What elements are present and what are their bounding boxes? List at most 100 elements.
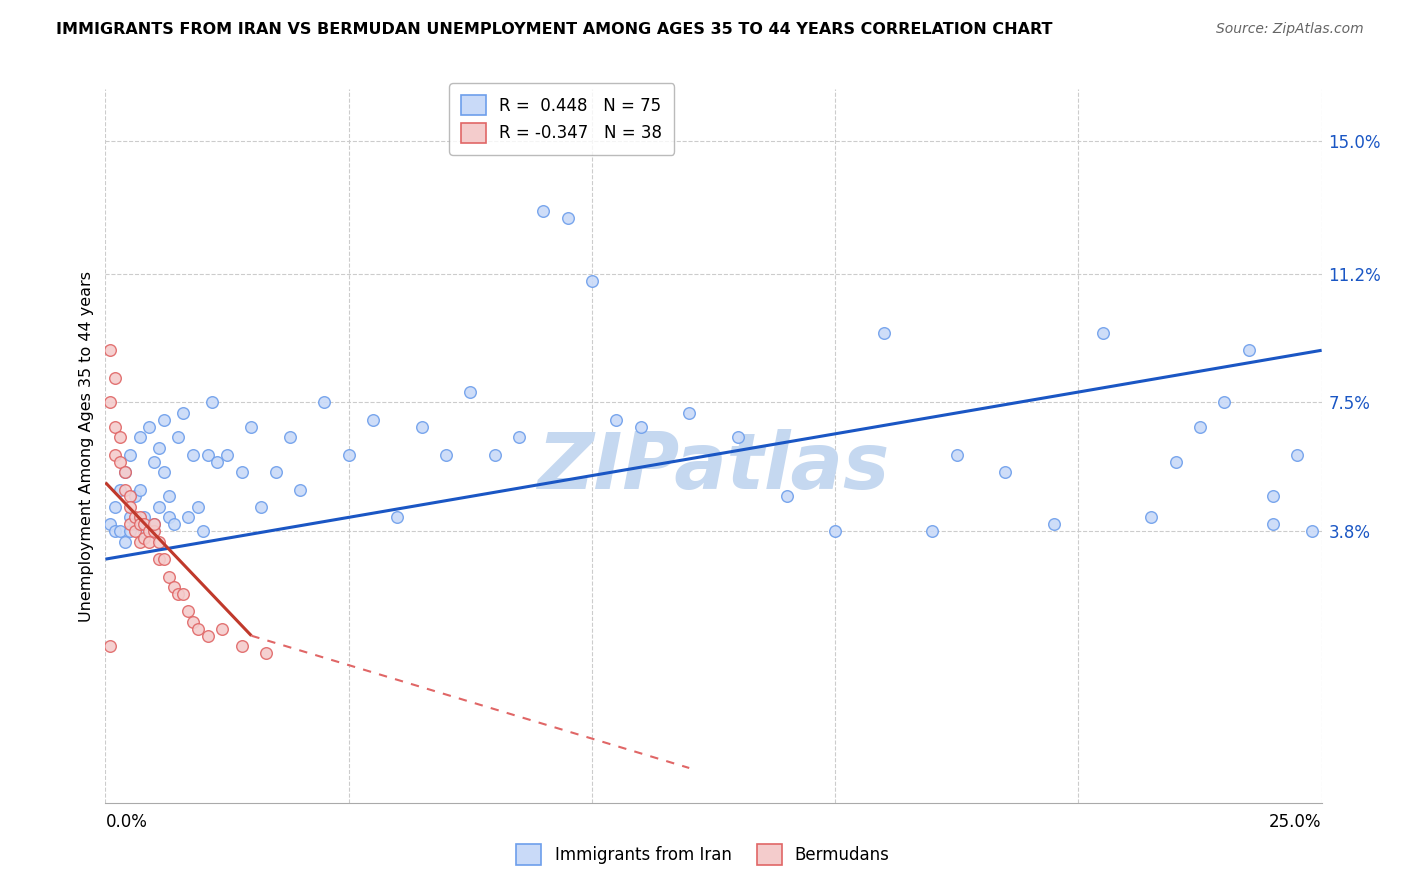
Point bbox=[1164, 455, 1187, 469]
Text: 25.0%: 25.0% bbox=[1270, 814, 1322, 831]
Point bbox=[153, 552, 176, 566]
Point bbox=[921, 524, 943, 539]
Point bbox=[250, 500, 273, 514]
Point bbox=[148, 441, 170, 455]
Point bbox=[114, 483, 136, 497]
Text: IMMIGRANTS FROM IRAN VS BERMUDAN UNEMPLOYMENT AMONG AGES 35 TO 44 YEARS CORRELAT: IMMIGRANTS FROM IRAN VS BERMUDAN UNEMPLO… bbox=[56, 22, 1053, 37]
Point bbox=[128, 517, 150, 532]
Point bbox=[157, 569, 180, 583]
Point bbox=[124, 524, 146, 539]
Point bbox=[1043, 517, 1066, 532]
Point bbox=[138, 420, 160, 434]
Point bbox=[134, 510, 156, 524]
Text: Source: ZipAtlas.com: Source: ZipAtlas.com bbox=[1216, 22, 1364, 37]
Point bbox=[98, 639, 121, 653]
Point bbox=[138, 524, 160, 539]
Point bbox=[945, 448, 967, 462]
Legend: R =  0.448   N = 75, R = -0.347   N = 38: R = 0.448 N = 75, R = -0.347 N = 38 bbox=[449, 83, 673, 154]
Point bbox=[531, 204, 554, 219]
Point bbox=[114, 465, 136, 479]
Text: 0.0%: 0.0% bbox=[105, 814, 148, 831]
Point bbox=[104, 500, 127, 514]
Point bbox=[197, 448, 219, 462]
Point bbox=[187, 500, 209, 514]
Point bbox=[1301, 524, 1323, 539]
Point bbox=[167, 587, 190, 601]
Point bbox=[177, 510, 200, 524]
Point bbox=[118, 510, 141, 524]
Point bbox=[873, 326, 896, 340]
Point bbox=[1261, 490, 1284, 504]
Point bbox=[118, 490, 141, 504]
Point bbox=[177, 604, 200, 618]
Point bbox=[128, 510, 150, 524]
Point bbox=[775, 490, 797, 504]
Point bbox=[118, 500, 141, 514]
Point bbox=[104, 420, 127, 434]
Point bbox=[824, 524, 846, 539]
Point bbox=[143, 524, 166, 539]
Point bbox=[211, 622, 233, 636]
Point bbox=[104, 524, 127, 539]
Point bbox=[124, 517, 146, 532]
Text: ZIPatlas: ZIPatlas bbox=[537, 429, 890, 506]
Point bbox=[118, 448, 141, 462]
Point bbox=[181, 448, 204, 462]
Point bbox=[187, 622, 209, 636]
Point bbox=[108, 430, 131, 444]
Point bbox=[278, 430, 301, 444]
Point bbox=[557, 211, 579, 225]
Point bbox=[337, 448, 360, 462]
Point bbox=[128, 483, 150, 497]
Point bbox=[108, 455, 131, 469]
Point bbox=[411, 420, 433, 434]
Point bbox=[98, 517, 121, 532]
Point bbox=[108, 524, 131, 539]
Point bbox=[605, 413, 627, 427]
Point bbox=[201, 395, 224, 409]
Point bbox=[138, 534, 160, 549]
Point bbox=[484, 448, 506, 462]
Legend: Immigrants from Iran, Bermudans: Immigrants from Iran, Bermudans bbox=[506, 834, 900, 875]
Point bbox=[157, 490, 180, 504]
Point bbox=[148, 534, 170, 549]
Point bbox=[172, 406, 194, 420]
Point bbox=[143, 517, 166, 532]
Point bbox=[207, 455, 229, 469]
Point bbox=[98, 343, 121, 358]
Point bbox=[288, 483, 311, 497]
Point bbox=[581, 274, 603, 288]
Point bbox=[114, 534, 136, 549]
Point bbox=[128, 430, 150, 444]
Point bbox=[118, 517, 141, 532]
Point bbox=[128, 534, 150, 549]
Point bbox=[114, 465, 136, 479]
Point bbox=[630, 420, 652, 434]
Point bbox=[231, 639, 253, 653]
Point bbox=[167, 430, 190, 444]
Point bbox=[508, 430, 530, 444]
Point bbox=[104, 448, 127, 462]
Point bbox=[1261, 517, 1284, 532]
Point bbox=[162, 580, 184, 594]
Y-axis label: Unemployment Among Ages 35 to 44 years: Unemployment Among Ages 35 to 44 years bbox=[79, 270, 94, 622]
Point bbox=[124, 510, 146, 524]
Point bbox=[1140, 510, 1163, 524]
Point bbox=[153, 413, 176, 427]
Point bbox=[191, 524, 214, 539]
Point bbox=[434, 448, 457, 462]
Point bbox=[678, 406, 700, 420]
Point bbox=[118, 524, 141, 539]
Point bbox=[108, 483, 131, 497]
Point bbox=[98, 395, 121, 409]
Point bbox=[314, 395, 336, 409]
Point bbox=[727, 430, 749, 444]
Point bbox=[157, 510, 180, 524]
Point bbox=[162, 517, 184, 532]
Point bbox=[181, 615, 204, 629]
Point bbox=[143, 455, 166, 469]
Point bbox=[217, 448, 239, 462]
Point bbox=[231, 465, 253, 479]
Point bbox=[1189, 420, 1212, 434]
Point bbox=[172, 587, 194, 601]
